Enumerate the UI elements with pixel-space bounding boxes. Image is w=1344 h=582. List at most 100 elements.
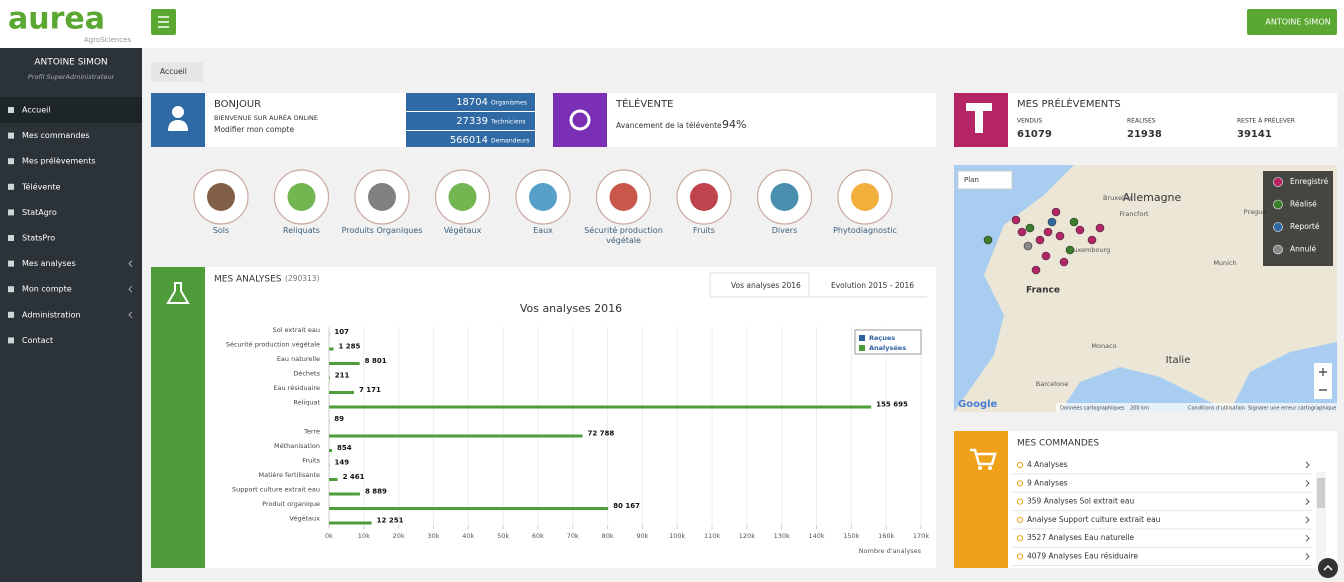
map-marker[interactable] — [1095, 223, 1105, 233]
menu-icon — [8, 158, 14, 165]
analyses-icon-box — [151, 267, 205, 568]
zoom-icons — [1319, 368, 1327, 391]
map-marker[interactable] — [1031, 265, 1041, 275]
bar — [329, 391, 354, 394]
x-tick-label: 120k — [739, 532, 755, 540]
legend-swatch — [859, 345, 865, 351]
x-tick-label: 30k — [427, 532, 439, 540]
y-tick-label: Sécurité production végétale — [226, 341, 320, 349]
category-label[interactable]: Fruits — [693, 226, 715, 235]
category-label[interactable]: Eaux — [533, 226, 553, 235]
data-label: 12 251 — [377, 517, 404, 525]
y-tick-label: Végétaux — [289, 515, 320, 523]
map-marker[interactable] — [1069, 217, 1079, 227]
map-marker[interactable] — [1047, 217, 1057, 227]
commande-item[interactable]: 359 Analyses Sol extrait eau — [1027, 497, 1134, 506]
map-marker[interactable] — [1041, 251, 1051, 261]
category-symbol — [851, 183, 879, 211]
y-tick-label: Matière fertilisante — [258, 471, 320, 479]
map-marker[interactable] — [1075, 225, 1085, 235]
map-marker[interactable] — [1059, 257, 1069, 267]
televente-card — [553, 93, 936, 147]
category-label[interactable]: Produits Organiques — [341, 226, 423, 235]
top-bar — [0, 0, 1344, 48]
welcome-link[interactable]: Modifier mon compte — [214, 125, 294, 134]
y-tick-label: Eau résiduaire — [273, 384, 320, 392]
menu-item[interactable]: Administration — [22, 310, 81, 319]
legend-label: Analysées — [869, 344, 906, 352]
bar — [329, 434, 583, 438]
map-footer-bg — [1056, 403, 1337, 412]
commandes-title: MES COMMANDES — [1017, 439, 1099, 449]
map-marker[interactable] — [1043, 227, 1053, 237]
menu-item[interactable]: StatsPro — [22, 234, 55, 243]
map-marker[interactable] — [983, 235, 993, 245]
scroll-top-button[interactable] — [1318, 558, 1338, 578]
map-label: Allemagne — [1123, 191, 1182, 204]
map-marker[interactable] — [1023, 241, 1033, 251]
commande-item[interactable]: 4 Analyses — [1027, 460, 1068, 469]
menu-item[interactable]: Mon compte — [22, 285, 72, 294]
prelevement-value: 39141 — [1237, 129, 1272, 140]
commande-item[interactable]: 3527 Analyses Eau naturelle — [1027, 533, 1135, 542]
menu-arrow — [128, 260, 133, 267]
tab-active[interactable] — [709, 272, 810, 298]
map-marker[interactable] — [1087, 235, 1097, 245]
menu-item[interactable]: StatAgro — [22, 208, 57, 217]
menu-item[interactable]: Mes analyses — [22, 259, 76, 268]
headset-icon — [569, 109, 591, 131]
menu-item[interactable]: Mes commandes — [22, 131, 90, 140]
stats-box — [406, 93, 535, 147]
data-label: 149 — [335, 459, 350, 467]
bar — [329, 347, 334, 351]
y-tick-label: Reliquat — [293, 399, 320, 407]
map-marker[interactable] — [1025, 223, 1035, 233]
category-label[interactable]: Sécurité production végétale — [584, 226, 663, 245]
data-label: 155 695 — [876, 401, 908, 409]
map-type-control[interactable] — [957, 170, 1013, 190]
data-label: 2 461 — [343, 473, 365, 481]
map-marker[interactable] — [1017, 227, 1027, 237]
tab[interactable]: Vos analyses 2016 — [731, 281, 801, 290]
stat-label: Demandeurs — [491, 138, 530, 145]
map-zoom[interactable] — [1314, 363, 1332, 399]
map-marker[interactable] — [1051, 207, 1061, 217]
menu-item[interactable]: Contact — [22, 336, 53, 345]
breadcrumb-bg — [151, 62, 203, 82]
map-marker[interactable] — [1065, 245, 1075, 255]
user-button[interactable] — [1247, 9, 1337, 35]
commande-item[interactable]: Analyse Support culture extrait eau — [1027, 515, 1161, 524]
commande-item[interactable]: 9 Analyses — [1027, 478, 1068, 487]
map-legend-pin — [1273, 177, 1283, 187]
menu-item[interactable]: Accueil — [22, 106, 51, 115]
category-label[interactable]: Sols — [212, 226, 230, 235]
scroll-top-arrow — [1323, 564, 1333, 571]
menu-item[interactable]: Mes prélèvements — [22, 156, 96, 166]
map-label: Monaco — [1091, 342, 1116, 350]
commande-item[interactable]: 4079 Analyses Eau résiduaire — [1027, 552, 1138, 561]
prelevements-card — [954, 93, 1337, 147]
category-label[interactable]: Phytodiagnostic — [833, 226, 897, 235]
category-symbol — [690, 183, 718, 211]
category-symbol — [287, 183, 316, 211]
data-label: 72 788 — [587, 430, 614, 438]
category-symbol — [368, 183, 396, 211]
map-marker[interactable] — [1055, 231, 1065, 241]
scrollbar-thumb — [1317, 478, 1325, 508]
map-marker[interactable] — [1035, 235, 1045, 245]
analyses-count: (290313) — [285, 274, 320, 283]
map-label: Bruxelles — [1103, 194, 1134, 202]
tab[interactable]: Evolution 2015 - 2016 — [831, 281, 914, 290]
breadcrumb[interactable]: Accueil — [160, 67, 187, 76]
category-label-box: Divers — [771, 226, 798, 235]
category-label[interactable]: Végétaux — [443, 226, 482, 235]
stat-label: Techniciens — [490, 119, 526, 126]
category-label[interactable]: Reliquats — [283, 226, 320, 235]
category-label[interactable]: Divers — [771, 226, 798, 235]
x-tick-label: 150k — [843, 532, 859, 540]
commande-arrow — [1305, 461, 1310, 469]
x-tick-label: 50k — [497, 532, 509, 540]
menu-item[interactable]: Télévente — [21, 181, 60, 191]
menu-icon — [8, 132, 14, 139]
map-marker[interactable] — [1011, 215, 1021, 225]
